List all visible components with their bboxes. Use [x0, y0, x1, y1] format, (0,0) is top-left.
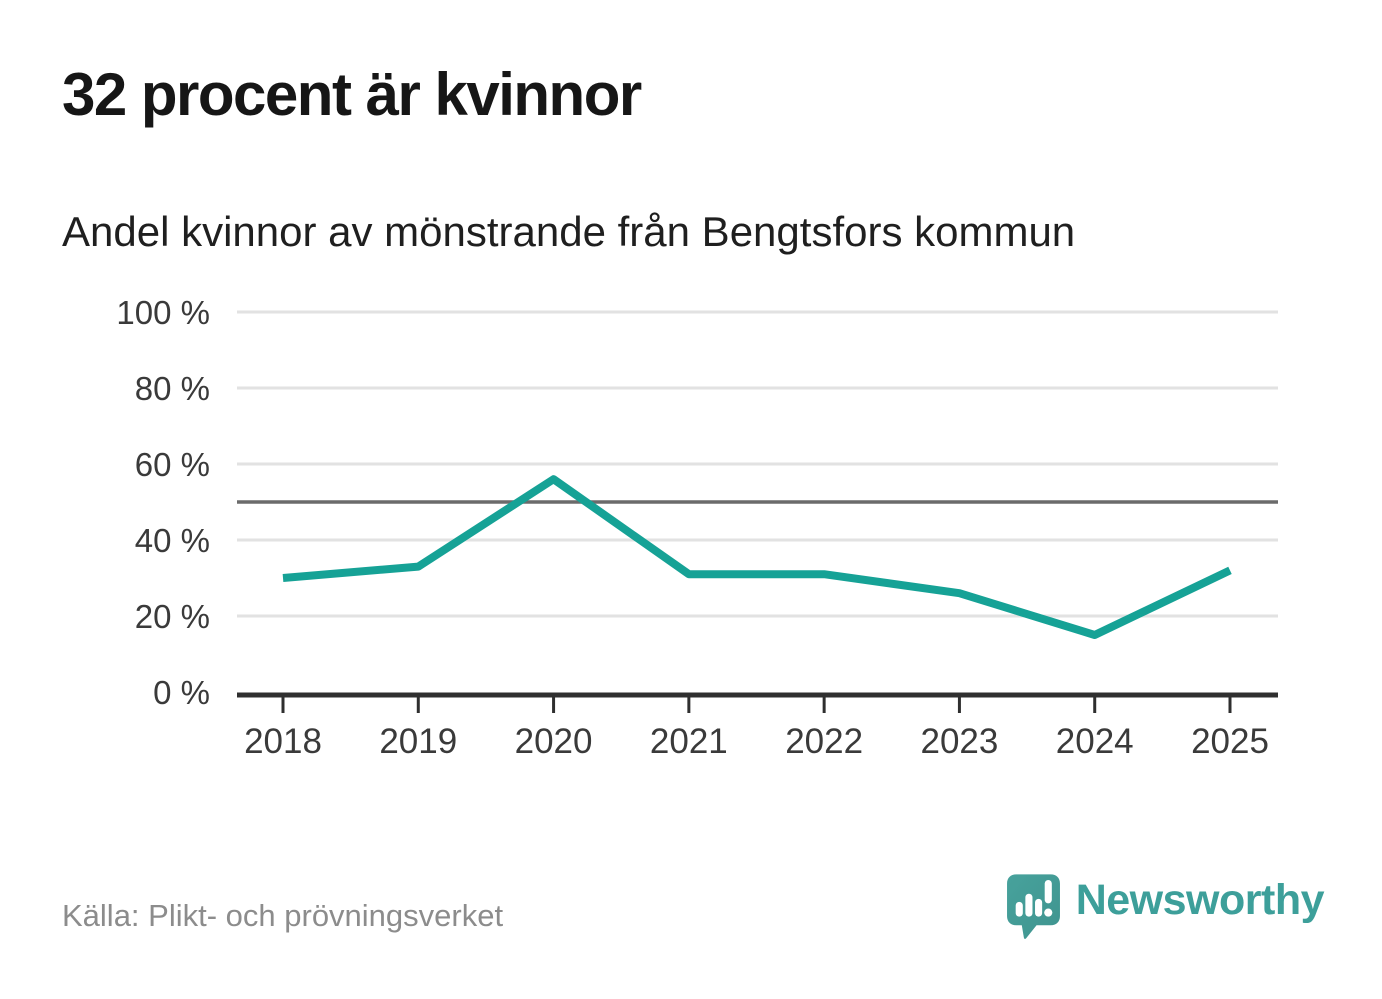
y-axis-label-20pct: 20 % [135, 598, 210, 635]
chart-subtitle: Andel kvinnor av mönstrande från Bengtsf… [62, 208, 1076, 255]
exclamation-mark-bar [1044, 880, 1052, 904]
headline: 32 procent är kvinnor [62, 61, 642, 128]
exclamation-mark-dot [1043, 908, 1053, 917]
bar-chart-bar-1 [1015, 901, 1023, 917]
x-axis-label-2022: 2022 [785, 722, 863, 761]
y-axis-label-80pct: 80 % [135, 370, 210, 407]
newsworthy-logo-icon [1006, 874, 1060, 939]
y-axis-label-40pct: 40 % [135, 522, 210, 559]
x-axis-label-2020: 2020 [515, 722, 593, 761]
x-axis-label-2021: 2021 [650, 722, 728, 761]
x-axis-label-2025: 2025 [1191, 722, 1269, 761]
x-axis-label-2019: 2019 [379, 722, 457, 761]
bar-chart-bar-2 [1025, 893, 1033, 917]
x-axis-label-2023: 2023 [920, 722, 998, 761]
speech-bubble-shape [1006, 874, 1060, 939]
newsworthy-logo-text: Newsworthy [1075, 875, 1325, 924]
y-axis-label-100pct: 100 % [116, 294, 210, 331]
source-note: Källa: Plikt- och prövningsverket [62, 898, 504, 933]
y-axis-label-60pct: 60 % [135, 446, 210, 483]
newsworthy-logo: Newsworthy [1005, 872, 1325, 944]
bar-chart-bar-3 [1034, 898, 1042, 917]
x-axis-label-2024: 2024 [1056, 722, 1134, 761]
x-axis-label-2018: 2018 [244, 722, 322, 761]
y-axis-label-0pct: 0 % [153, 674, 210, 711]
data-line [282, 475, 1232, 639]
